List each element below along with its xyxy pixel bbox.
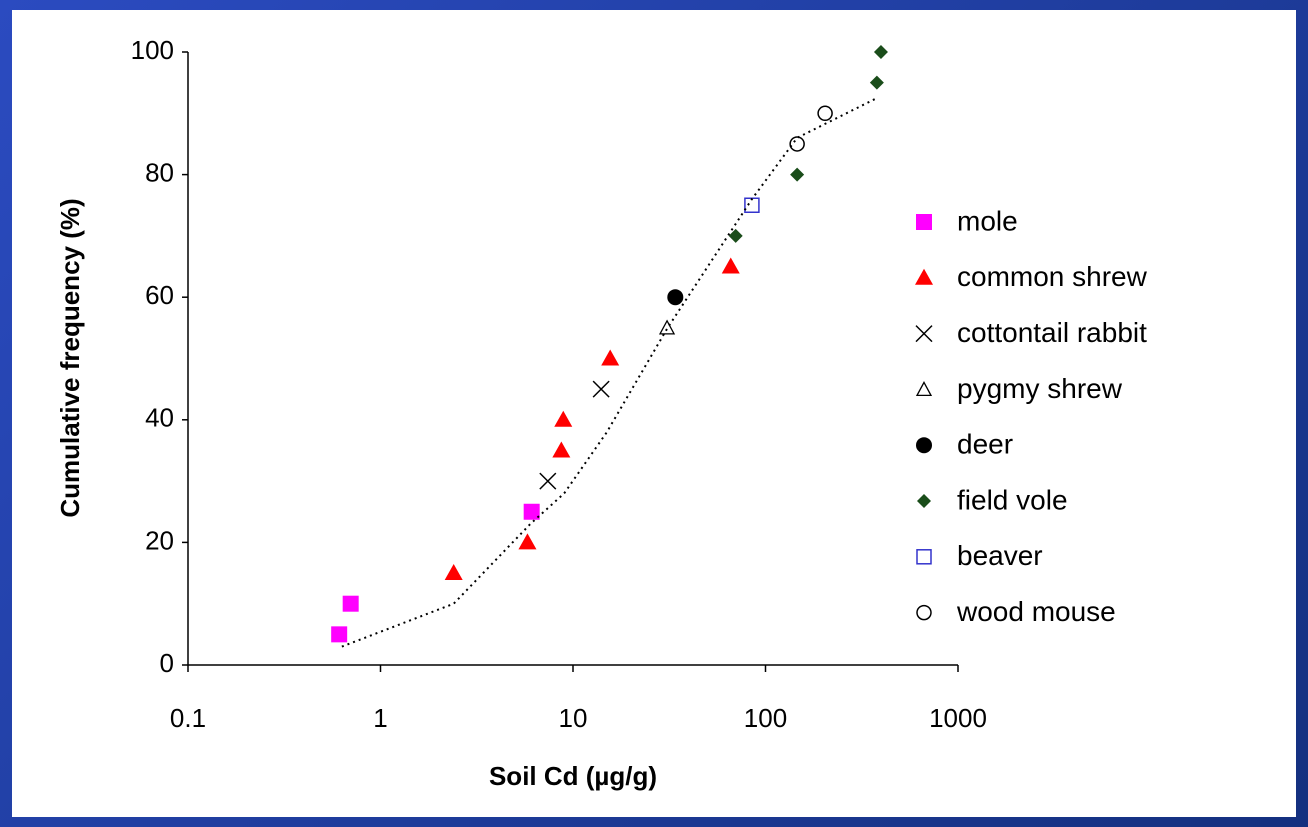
chart-card bbox=[12, 10, 1296, 817]
legend-label: cottontail rabbit bbox=[957, 317, 1147, 348]
data-point bbox=[873, 45, 888, 59]
data-point bbox=[869, 75, 884, 90]
legend-label: deer bbox=[957, 429, 1013, 460]
legend-marker bbox=[916, 214, 932, 230]
data-point bbox=[601, 349, 620, 366]
legend-marker bbox=[916, 604, 932, 621]
y-tick-label: 0 bbox=[160, 648, 174, 678]
legend-marker bbox=[916, 437, 932, 454]
legend-label: mole bbox=[957, 205, 1018, 236]
x-tick-label: 1000 bbox=[929, 703, 987, 733]
y-tick-label: 20 bbox=[145, 525, 174, 555]
x-tick-label: 0.1 bbox=[170, 703, 206, 733]
y-tick-label: 60 bbox=[145, 280, 174, 310]
data-point bbox=[721, 257, 740, 274]
data-point bbox=[789, 136, 805, 152]
legend-label: field vole bbox=[957, 484, 1068, 515]
legend-label: common shrew bbox=[957, 261, 1148, 292]
legend-marker bbox=[917, 494, 931, 508]
data-point bbox=[523, 503, 540, 520]
data-point bbox=[444, 564, 463, 581]
data-point bbox=[790, 167, 805, 182]
legend-label: wood mouse bbox=[956, 596, 1116, 627]
data-point bbox=[552, 441, 571, 458]
data-point bbox=[728, 228, 743, 243]
y-tick-label: 100 bbox=[131, 35, 174, 65]
data-point bbox=[518, 533, 537, 550]
data-point bbox=[331, 626, 348, 643]
x-tick-label: 1 bbox=[373, 703, 387, 733]
legend-marker bbox=[915, 325, 933, 343]
x-axis-title: Soil Cd (µg/g) bbox=[489, 761, 657, 791]
legend-marker bbox=[915, 381, 933, 397]
legend-label: pygmy shrew bbox=[957, 373, 1123, 404]
y-axis-title: Cumulative frequency (%) bbox=[55, 198, 85, 517]
data-point bbox=[554, 410, 573, 427]
data-point bbox=[817, 105, 833, 122]
y-tick-label: 40 bbox=[145, 403, 174, 433]
y-tick-label: 80 bbox=[145, 157, 174, 187]
data-point bbox=[342, 595, 359, 612]
data-point bbox=[658, 319, 676, 335]
x-tick-label: 100 bbox=[744, 703, 787, 733]
data-point bbox=[592, 380, 610, 398]
trend-line bbox=[341, 97, 878, 648]
legend-marker bbox=[916, 549, 932, 565]
legend-marker bbox=[915, 268, 933, 285]
x-tick-label: 10 bbox=[559, 703, 588, 733]
data-point bbox=[667, 289, 684, 306]
legend-label: beaver bbox=[957, 540, 1043, 571]
data-point bbox=[539, 472, 557, 490]
